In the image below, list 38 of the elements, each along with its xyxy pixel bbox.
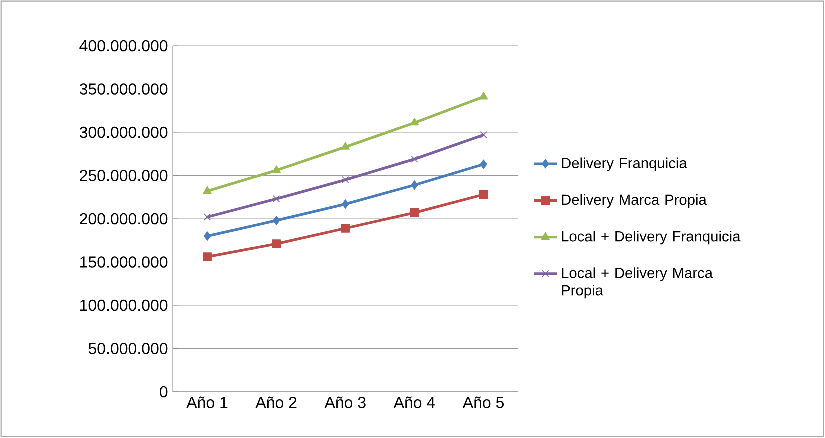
y-tick-label: 300.000.000 <box>80 126 168 138</box>
point <box>480 131 488 139</box>
x-tick-label: Año 4 <box>394 396 436 408</box>
legend-label: Local + Delivery Franquicia <box>562 230 741 245</box>
point <box>411 156 418 163</box>
y-tick-label: 0 <box>160 386 168 398</box>
legend-label: Delivery Franquicia <box>562 158 688 172</box>
point <box>479 190 488 200</box>
point <box>204 214 212 221</box>
point <box>273 195 280 203</box>
x-tick-label: Año 3 <box>324 396 366 408</box>
point <box>411 180 418 190</box>
point <box>203 252 212 262</box>
point <box>342 200 350 209</box>
y-tick-label: 50.000.000 <box>88 343 168 354</box>
y-tick-label: 250.000.000 <box>80 170 168 182</box>
point <box>272 166 281 174</box>
y-tick-label: 400.000.000 <box>80 40 168 52</box>
point <box>341 142 350 150</box>
y-tick-label: 350.000.000 <box>80 84 168 95</box>
point <box>272 240 282 248</box>
y-tick-label: 200.000.000 <box>80 213 168 225</box>
x-tick-label: Año 1 <box>186 396 228 408</box>
y-tick-label: 100.000.000 <box>80 300 168 312</box>
point <box>203 186 212 194</box>
point <box>479 92 488 100</box>
x-tick-label: Año 2 <box>256 396 297 408</box>
point <box>410 118 420 126</box>
point <box>480 160 488 170</box>
point <box>204 232 212 241</box>
point <box>410 208 420 218</box>
point <box>273 216 280 226</box>
y-tick-label: 150.000.000 <box>80 256 168 268</box>
point <box>342 176 350 184</box>
legend-label: Delivery Marca Propia <box>562 194 707 208</box>
point <box>341 224 350 233</box>
legend-label: Local + Delivery Marca Propia <box>562 268 714 299</box>
x-tick-label: Año 5 <box>462 396 504 408</box>
